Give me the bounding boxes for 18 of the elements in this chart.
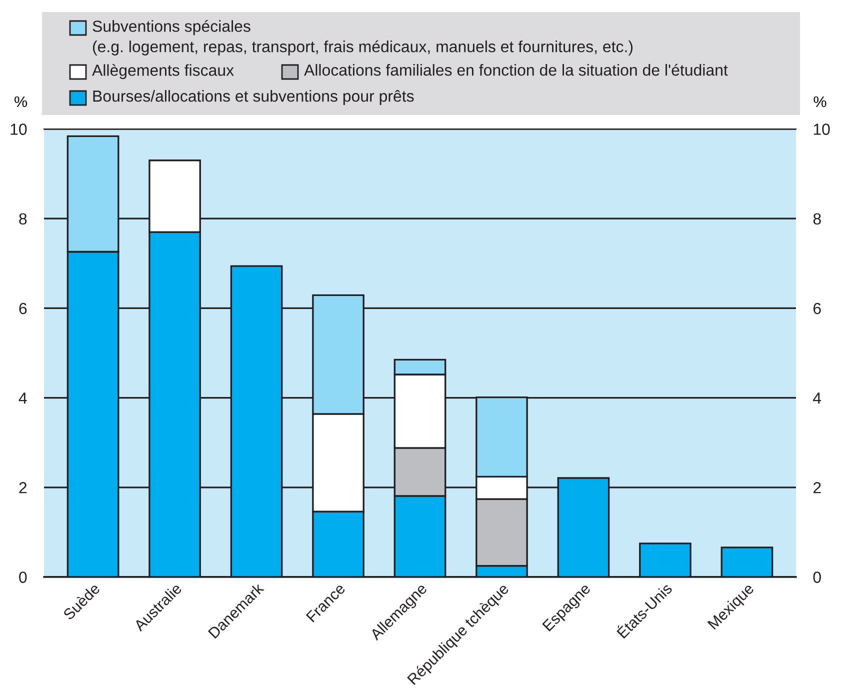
legend-label: Allègements fiscaux [92, 64, 234, 80]
y2-tick-label: 10 [814, 124, 830, 135]
y2-tick-label: 6 [813, 302, 821, 314]
y2-axis-title: % [814, 96, 826, 108]
y-tick-label: 10 [10, 124, 27, 135]
y2-tick-label: 4 [813, 392, 822, 404]
y-tick-label: 6 [19, 302, 27, 314]
legend-label: Allocations familiales en fonction de la situation de l'étudiant [304, 64, 728, 76]
y-tick-label: 4 [18, 392, 27, 404]
y-axis-title: % [14, 96, 28, 108]
legend-label: Subventions spéciales (e.g. logement, repas, transport, frais médicaux, manuels et fournitures, etc.) [92, 20, 633, 56]
y2-tick-label: 2 [813, 482, 821, 494]
y-tick-label: 8 [19, 213, 27, 225]
y2-tick-label: 0 [813, 572, 821, 583]
legend-label: Bourses/allocations et subventions pour prêts [93, 90, 414, 105]
y-tick-label: 0 [19, 572, 27, 583]
y2-tick-label: 8 [813, 213, 821, 225]
y-tick-label: 2 [19, 482, 27, 494]
